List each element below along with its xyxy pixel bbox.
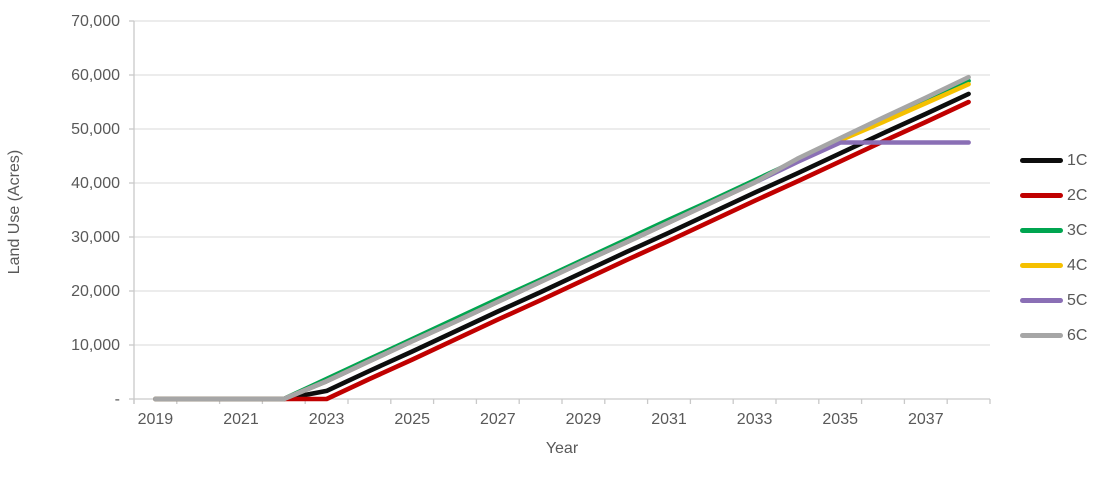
x-tick-label: 2019 [138, 411, 174, 428]
legend-swatch-4C [1020, 263, 1063, 268]
y-tick-label: 20,000 [71, 283, 120, 300]
legend-swatch-2C [1020, 193, 1063, 198]
legend-label-3C: 3C [1067, 221, 1088, 239]
x-axis-title: Year [545, 440, 579, 457]
legend-swatch-5C [1020, 298, 1063, 303]
series-line-4C [153, 81, 971, 402]
legend-label-1C: 1C [1067, 151, 1088, 169]
legend-item-2C: 2C [1020, 178, 1087, 213]
y-axis-title: Land Use (Acres) [6, 149, 23, 275]
x-tick-label: 2033 [737, 411, 773, 428]
legend-swatch-1C [1020, 158, 1063, 163]
y-tick-label: 40,000 [71, 175, 120, 192]
legend-item-4C: 4C [1020, 248, 1087, 283]
legend-label-4C: 4C [1067, 256, 1088, 274]
x-tick-label: 2025 [394, 411, 430, 428]
legend-item-6C: 6C [1020, 318, 1087, 353]
x-tick-label: 2027 [480, 411, 516, 428]
legend-item-5C: 5C [1020, 283, 1087, 318]
y-tick-label: 50,000 [71, 121, 120, 138]
series-line-2C [153, 99, 971, 402]
x-tick-label: 2037 [908, 411, 944, 428]
x-tick-label: 2031 [651, 411, 687, 428]
x-tick-label: 2029 [566, 411, 602, 428]
x-tick-label: 2021 [223, 411, 259, 428]
legend: 1C 2C 3C 4C 5C 6C [1020, 143, 1087, 353]
y-tick-label: - [115, 391, 120, 408]
legend-label-6C: 6C [1067, 326, 1088, 344]
x-tick-label: 2023 [309, 411, 345, 428]
legend-label-2C: 2C [1067, 186, 1088, 204]
legend-item-3C: 3C [1020, 213, 1087, 248]
legend-label-5C: 5C [1067, 291, 1088, 309]
x-tick-label: 2035 [822, 411, 858, 428]
y-tick-label: 60,000 [71, 67, 120, 84]
series-line-6C [153, 74, 971, 402]
y-tick-label: 70,000 [71, 13, 120, 30]
legend-swatch-3C [1020, 228, 1063, 233]
legend-swatch-6C [1020, 333, 1063, 338]
y-tick-label: 10,000 [71, 337, 120, 354]
y-tick-label: 30,000 [71, 229, 120, 246]
legend-item-1C: 1C [1020, 143, 1087, 178]
